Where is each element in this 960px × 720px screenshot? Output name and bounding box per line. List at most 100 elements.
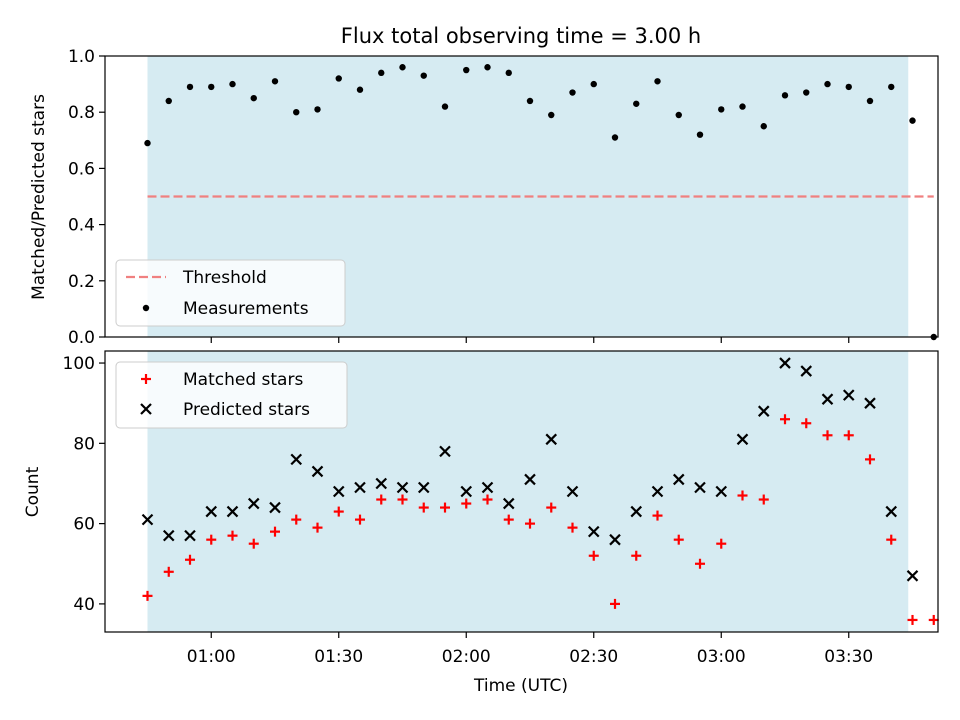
matched-star-point	[376, 494, 387, 505]
predicted-star-point	[141, 513, 154, 526]
measurement-point	[229, 80, 236, 88]
predicted-star-point	[694, 481, 706, 494]
measurement-point	[271, 78, 279, 85]
predicted-star-point	[566, 485, 579, 498]
marker-stroke-b	[417, 481, 430, 494]
marker-stroke-b	[396, 481, 409, 494]
measurements-series	[144, 64, 937, 341]
measurement-point	[909, 117, 916, 124]
measurement-point	[526, 97, 534, 105]
predicted-star-point	[864, 397, 876, 409]
legend-threshold-label: Threshold	[182, 268, 267, 288]
predicted-star-point	[672, 473, 685, 486]
marker-stroke-b	[587, 525, 600, 538]
marker-stroke-b	[141, 513, 154, 526]
measurement-point	[590, 80, 597, 88]
measurement-point	[484, 64, 491, 71]
legend-predicted-label: Predicted stars	[183, 400, 310, 420]
matched-star-point	[270, 526, 280, 537]
measurement-point	[654, 78, 661, 85]
predicted-star-point	[545, 433, 558, 446]
matched-star-point	[333, 506, 344, 517]
marker-stroke-b	[502, 497, 515, 510]
matched-star-point	[695, 558, 705, 569]
legend-measurements-swatch	[142, 304, 150, 312]
ratio-plot-frame	[104, 55, 939, 338]
measurement-point	[633, 100, 640, 107]
matched-star-point	[503, 514, 514, 525]
matched-star-point	[440, 502, 450, 513]
predicted-star-point	[524, 473, 536, 486]
measurement-point	[675, 111, 682, 119]
predicted-star-point	[502, 497, 515, 510]
time-x-tick-label: 01:30	[314, 647, 363, 667]
ratio-y-tick-label: 0.6	[68, 159, 95, 179]
measurement-point	[144, 139, 151, 147]
legend-matched-label: Matched stars	[183, 370, 303, 390]
matched-star-point	[673, 534, 684, 545]
measurement-point	[186, 83, 194, 91]
marker-stroke-b	[162, 529, 175, 542]
ratio-y-tick-label: 0.0	[68, 328, 95, 348]
ratio-y-axis-label: Matched/Predicted stars	[29, 94, 49, 300]
predicted-star-point	[460, 485, 473, 498]
predicted-star-point	[757, 405, 770, 417]
predicted-star-point	[205, 505, 218, 518]
measurement-point	[569, 89, 576, 96]
matched-star-point	[206, 534, 217, 545]
measurement-point	[314, 106, 321, 113]
measurement-point	[378, 69, 385, 77]
time-x-tick-label: 02:00	[442, 647, 491, 667]
marker-stroke-b	[354, 481, 366, 494]
measurement-point	[696, 131, 704, 138]
matched-star-point	[907, 614, 918, 625]
measurement-point	[505, 69, 512, 77]
matched-stars-series	[142, 414, 939, 625]
time-x-tick-label: 03:30	[824, 647, 873, 667]
predicted-star-point	[439, 445, 451, 458]
marker-stroke-b	[800, 365, 813, 377]
predicted-star-point	[290, 453, 303, 466]
predicted-star-point	[332, 485, 345, 498]
matched-star-point	[142, 590, 153, 601]
predicted-star-point	[417, 481, 430, 494]
matched-star-point	[546, 502, 557, 513]
measurement-point	[888, 83, 895, 91]
predicted-star-point	[609, 533, 621, 546]
marker-stroke-b	[757, 405, 770, 417]
matched-star-point	[652, 510, 663, 521]
matched-star-point	[822, 430, 833, 441]
measurement-point	[611, 134, 619, 141]
predicted-star-point	[715, 485, 728, 498]
matched-star-point	[248, 538, 259, 549]
marker-stroke-b	[651, 485, 664, 498]
measurement-point	[208, 83, 215, 91]
marker-stroke-b	[566, 485, 579, 498]
marker-stroke-b	[332, 485, 345, 498]
marker-stroke-b	[375, 477, 388, 490]
measurement-point	[739, 103, 746, 110]
marker-stroke-b	[524, 473, 536, 486]
measurement-point	[824, 80, 831, 88]
matched-star-point	[928, 614, 939, 625]
matched-star-point	[801, 418, 812, 429]
marker-stroke-b	[885, 505, 898, 518]
predicted-star-point	[842, 389, 855, 401]
ratio-y-tick-label: 1.0	[68, 47, 95, 67]
ratio-y-tick-label: 0.4	[68, 216, 95, 236]
predicted-star-point	[821, 393, 834, 405]
measurement-point	[866, 97, 874, 105]
predicted-star-point	[779, 357, 791, 369]
x-axis-label: Time (UTC)	[473, 676, 568, 696]
marker-stroke-b	[290, 453, 303, 466]
ratio-y-axis: 0.0 0.2 0.4 0.6 0.8 1.0	[68, 47, 105, 348]
measurement-point	[250, 94, 257, 102]
predicted-star-point	[587, 525, 600, 538]
marker-stroke-b	[715, 485, 728, 498]
ratio-legend: Threshold Measurements	[115, 259, 346, 327]
measurement-point	[463, 66, 470, 74]
marker-stroke-b	[864, 397, 876, 409]
predicted-star-point	[184, 529, 196, 542]
measurement-point	[760, 123, 767, 130]
